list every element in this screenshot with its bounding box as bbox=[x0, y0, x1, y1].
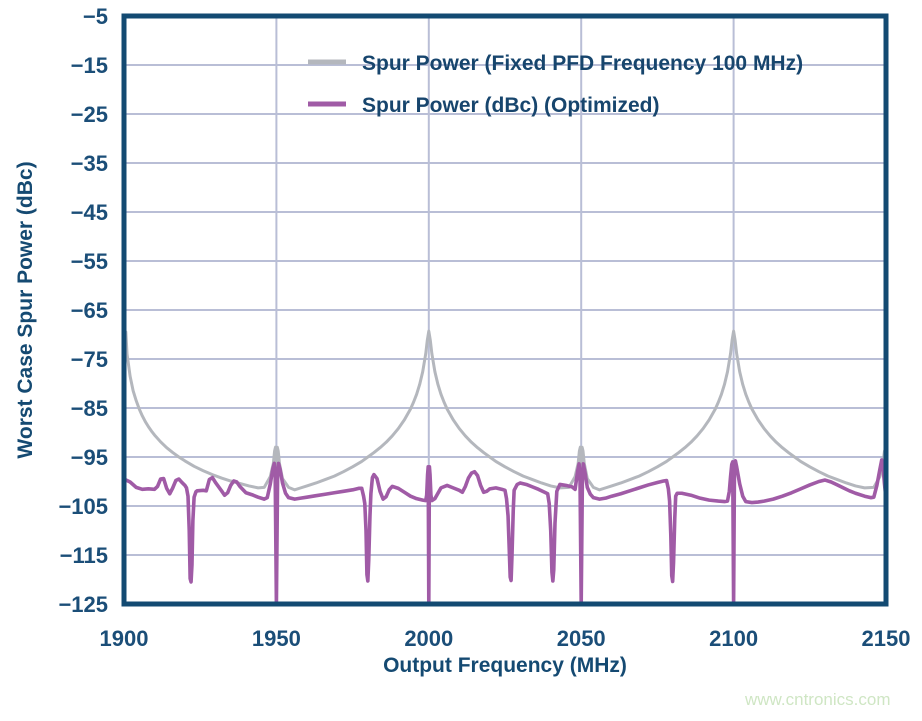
y-axis-title: Worst Case Spur Power (dBc) bbox=[14, 161, 37, 458]
y-tick-label: −25 bbox=[71, 102, 108, 127]
watermark-label: www.cntronics.com bbox=[744, 690, 890, 709]
legend-label-2: Spur Power (dBc) (Optimized) bbox=[362, 94, 660, 117]
series-line-2 bbox=[122, 458, 888, 606]
grid-lines bbox=[124, 15, 886, 604]
y-tick-label: −125 bbox=[58, 592, 108, 617]
x-tick-label: 2050 bbox=[557, 626, 606, 651]
y-tick-label: −115 bbox=[60, 543, 108, 568]
data-series-layer bbox=[122, 329, 888, 606]
x-axis-tick-labels: 1900 1950 2000 2050 2100 2150 bbox=[100, 626, 911, 651]
x-tick-label: 1900 bbox=[100, 626, 149, 651]
x-tick-label: 1950 bbox=[252, 626, 301, 651]
y-tick-label: −5 bbox=[83, 4, 108, 29]
x-tick-label: 2150 bbox=[862, 626, 911, 651]
y-tick-label: −75 bbox=[71, 347, 108, 372]
y-tick-label: −35 bbox=[71, 151, 108, 176]
y-tick-label: −55 bbox=[71, 249, 108, 274]
x-axis-title: Output Frequency (MHz) bbox=[383, 654, 627, 677]
y-axis-tick-labels: −5 −15 −25 −35 −45 −55 −65 −75 −85 −95 −105 −115 −12… bbox=[58, 4, 108, 617]
y-tick-label: −15 bbox=[71, 53, 108, 78]
y-tick-label: −45 bbox=[71, 200, 108, 225]
y-tick-label: −95 bbox=[71, 445, 108, 470]
x-tick-label: 2100 bbox=[709, 626, 758, 651]
plot-frame bbox=[121, 13, 889, 607]
y-tick-label: −105 bbox=[58, 494, 108, 519]
chart-legend: Spur Power (Fixed PFD Frequency 100 MHz)… bbox=[308, 52, 803, 117]
y-tick-label: −85 bbox=[71, 396, 108, 421]
series-line-1 bbox=[122, 329, 888, 606]
y-tick-label: −65 bbox=[71, 298, 108, 323]
x-tick-label: 2000 bbox=[404, 626, 453, 651]
legend-label-1: Spur Power (Fixed PFD Frequency 100 MHz) bbox=[362, 52, 803, 75]
